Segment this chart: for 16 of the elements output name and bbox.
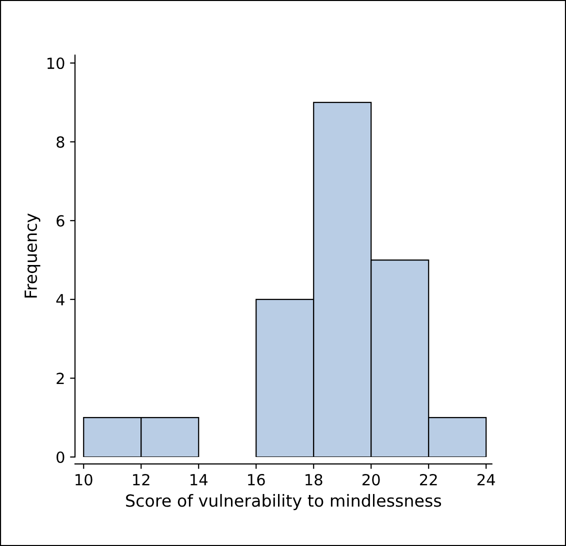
x-tick-label: 10	[76, 474, 92, 486]
y-tick-label: 8	[56, 136, 64, 148]
y-tick-label: 0	[56, 451, 64, 464]
x-tick-label: 18	[306, 474, 322, 486]
x-tick-label: 16	[248, 474, 265, 486]
x-tick-label: 20	[362, 474, 380, 486]
x-tick-label: 22	[420, 474, 437, 486]
x-tick-label: 12	[133, 474, 150, 486]
y-tick-label: 6	[56, 215, 64, 227]
x-tick-label: 14	[190, 474, 208, 486]
y-tick-label: 10	[48, 57, 64, 70]
y-tick-label: 2	[56, 372, 64, 384]
x-axis-title: Score of vulnerability to mindlessness	[126, 494, 442, 510]
y-tick-label: 4	[56, 294, 64, 306]
x-tick-label: 24	[478, 474, 495, 486]
y-axis-title: Frequency	[24, 214, 40, 298]
